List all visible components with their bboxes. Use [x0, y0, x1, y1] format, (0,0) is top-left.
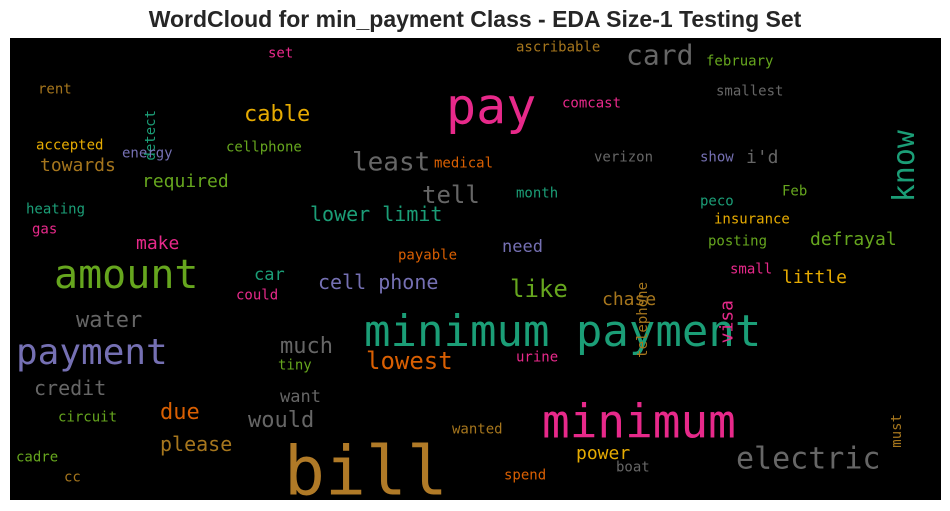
word-bill: bill: [284, 433, 448, 500]
word-know: know: [887, 129, 922, 202]
word-accepted: accepted: [36, 137, 103, 153]
word-cell-phone: cell phone: [318, 270, 438, 294]
word-lowest: lowest: [366, 347, 453, 375]
word-energy: energy: [122, 145, 173, 161]
word-towards: towards: [40, 155, 116, 176]
word-gas: gas: [32, 221, 57, 237]
word-pay: pay: [446, 78, 536, 136]
word-want: want: [280, 387, 321, 407]
word-like: like: [510, 275, 568, 303]
word-wanted: wanted: [452, 421, 503, 437]
word-set: set: [268, 45, 293, 61]
word-cc: cc: [64, 469, 81, 485]
word-power: power: [576, 443, 630, 464]
word-minimum-payment: minimum payment: [364, 306, 761, 357]
word-circuit: circuit: [58, 409, 117, 425]
word-rent: rent: [38, 81, 72, 97]
word-least: least: [352, 148, 430, 178]
word-amount: amount: [54, 252, 199, 298]
word-comcast: comcast: [562, 95, 621, 111]
wordcloud-canvas: bill minimum payment minimum pay amount payme…: [10, 38, 941, 500]
word-could: could: [236, 287, 278, 303]
word-minimum: minimum: [542, 395, 736, 449]
word-payment: payment: [16, 332, 168, 373]
word-tell: tell: [422, 181, 480, 209]
word-cable: cable: [244, 102, 310, 127]
word-urine: urine: [516, 349, 558, 365]
word-detect: detect: [143, 110, 159, 161]
word-cadre: cadre: [16, 449, 58, 465]
word-cellphone: cellphone: [226, 139, 302, 155]
word-required: required: [142, 171, 229, 192]
word-medical: medical: [434, 155, 493, 171]
word-would: would: [248, 408, 314, 433]
word-smallest: smallest: [716, 83, 783, 99]
word-need: need: [502, 237, 543, 257]
word-i-d: i'd: [746, 147, 779, 168]
word-boat: boat: [616, 459, 650, 475]
word-card: card: [626, 39, 693, 72]
word-chase: chase: [602, 289, 656, 310]
wordcloud-svg: bill minimum payment minimum pay amount payme…: [16, 39, 922, 500]
word-peco: peco: [700, 193, 734, 209]
word-make: make: [136, 233, 179, 254]
word-must: must: [889, 414, 905, 448]
chart-title: WordCloud for min_payment Class - EDA Si…: [148, 6, 802, 32]
word-telephone: telephone: [635, 282, 651, 358]
word-much: much: [280, 334, 333, 359]
word-due: due: [160, 400, 200, 425]
word-heating: heating: [26, 201, 85, 217]
word-ascribable: ascribable: [516, 39, 600, 55]
word-february: february: [706, 53, 773, 69]
word-insurance: insurance: [714, 211, 790, 227]
word-car: car: [254, 265, 285, 285]
word-spend: spend: [504, 467, 546, 483]
word-defrayal: defrayal: [810, 229, 897, 250]
word-month: month: [516, 185, 558, 201]
word-payable: payable: [398, 247, 457, 263]
word-electric: electric: [736, 442, 881, 477]
word-visa: visa: [716, 300, 737, 343]
word-verizon: verizon: [594, 149, 653, 165]
word-credit: credit: [34, 376, 106, 400]
word-please: please: [160, 432, 232, 456]
word-tiny: tiny: [278, 357, 312, 373]
word-posting: posting: [708, 233, 767, 249]
word-little: little: [782, 267, 847, 288]
word-show: show: [700, 149, 734, 165]
word-lower-limit: lower limit: [310, 202, 442, 226]
word-small: small: [730, 261, 772, 277]
word-feb: Feb: [782, 183, 807, 199]
word-water: water: [76, 308, 142, 333]
